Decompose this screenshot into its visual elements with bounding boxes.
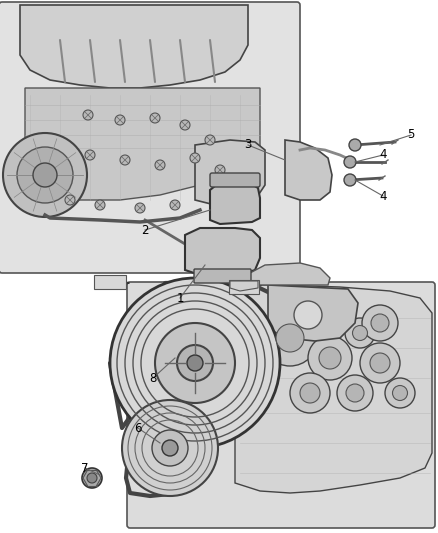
Polygon shape <box>285 140 332 200</box>
Circle shape <box>344 174 356 186</box>
Circle shape <box>344 156 356 168</box>
Text: 7: 7 <box>81 462 89 474</box>
Circle shape <box>177 345 213 381</box>
Circle shape <box>82 468 102 488</box>
Circle shape <box>85 150 95 160</box>
Circle shape <box>319 347 341 369</box>
Circle shape <box>152 430 188 466</box>
Polygon shape <box>230 281 258 291</box>
Polygon shape <box>240 263 330 285</box>
Circle shape <box>205 135 215 145</box>
Text: 5: 5 <box>407 128 415 141</box>
Circle shape <box>120 155 130 165</box>
FancyBboxPatch shape <box>229 280 259 294</box>
Circle shape <box>290 373 330 413</box>
Circle shape <box>215 165 225 175</box>
Circle shape <box>190 153 200 163</box>
Text: 2: 2 <box>141 223 149 237</box>
Text: 1: 1 <box>176 292 184 304</box>
Circle shape <box>3 133 87 217</box>
Circle shape <box>122 400 218 496</box>
Circle shape <box>187 355 203 371</box>
Text: 6: 6 <box>134 422 142 434</box>
Polygon shape <box>25 88 260 200</box>
Circle shape <box>349 139 361 151</box>
Circle shape <box>180 120 190 130</box>
Circle shape <box>308 336 352 380</box>
Polygon shape <box>210 182 260 224</box>
Circle shape <box>115 115 125 125</box>
FancyBboxPatch shape <box>127 282 435 528</box>
Circle shape <box>262 310 318 366</box>
FancyBboxPatch shape <box>210 173 260 187</box>
Polygon shape <box>268 285 358 341</box>
Circle shape <box>346 384 364 402</box>
Circle shape <box>371 314 389 332</box>
Circle shape <box>360 343 400 383</box>
Circle shape <box>135 203 145 213</box>
Circle shape <box>95 200 105 210</box>
Text: 4: 4 <box>379 190 387 203</box>
Circle shape <box>87 473 97 483</box>
Text: 4: 4 <box>379 149 387 161</box>
Polygon shape <box>185 228 260 275</box>
Circle shape <box>162 440 178 456</box>
Circle shape <box>83 110 93 120</box>
Circle shape <box>155 160 165 170</box>
Circle shape <box>353 326 367 341</box>
Circle shape <box>294 301 322 329</box>
Circle shape <box>300 383 320 403</box>
Circle shape <box>17 147 73 203</box>
Circle shape <box>337 375 373 411</box>
Circle shape <box>65 195 75 205</box>
Circle shape <box>170 200 180 210</box>
Circle shape <box>362 305 398 341</box>
Circle shape <box>150 113 160 123</box>
Circle shape <box>155 323 235 403</box>
Circle shape <box>110 278 280 448</box>
Circle shape <box>33 163 57 187</box>
Circle shape <box>215 195 225 205</box>
Circle shape <box>392 385 407 400</box>
Polygon shape <box>195 140 265 205</box>
Text: 8: 8 <box>149 372 157 384</box>
FancyBboxPatch shape <box>0 2 300 273</box>
Circle shape <box>370 353 390 373</box>
Circle shape <box>276 324 304 352</box>
FancyBboxPatch shape <box>194 269 251 283</box>
Polygon shape <box>20 5 248 88</box>
Polygon shape <box>235 285 432 493</box>
FancyBboxPatch shape <box>94 275 126 289</box>
Circle shape <box>385 378 415 408</box>
Text: 3: 3 <box>244 139 252 151</box>
Circle shape <box>345 318 375 348</box>
